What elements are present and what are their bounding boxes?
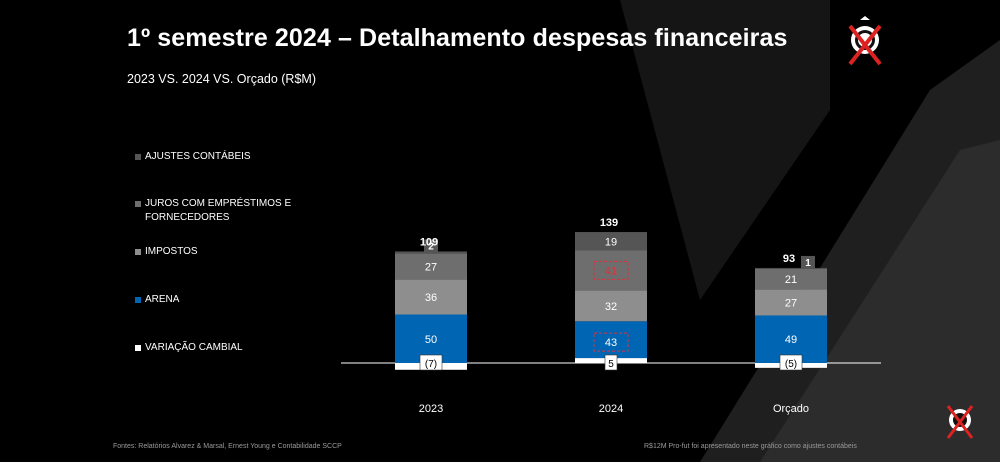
data-label-juros-Orçado: 21 [785, 274, 797, 286]
legend-label-juros: JUROS COM EMPRÉSTIMOS E FORNECEDORES [145, 198, 292, 223]
sources-note: Fontes: Relatórios Alvarez & Marsal, Ern… [113, 443, 342, 450]
legend-label-variacao: VARIAÇÃO CAMBIAL [145, 342, 243, 353]
highlight-box-arena-2024 [593, 332, 629, 352]
bar-impostos-2023 [395, 279, 467, 315]
total-label-2023: 109 [420, 236, 438, 248]
bar-ajustes-Orçado [755, 267, 827, 269]
data-label-arena-2024: 43 [605, 337, 617, 349]
club-logo-icon [848, 16, 882, 66]
data-label-ajustes-2024: 19 [605, 236, 617, 248]
variacao-label-box-2024 [604, 354, 618, 371]
legend-swatch-impostos [135, 248, 141, 255]
bar-juros-Orçado [755, 268, 827, 290]
legend-label-ajustes: AJUSTES CONTÁBEIS [145, 151, 251, 162]
category-label-Orçado: Orçado [773, 403, 809, 415]
chart-subtitle: 2023 VS. 2024 VS. Orçado (R$M) [127, 72, 316, 86]
legend-swatch-variacao [135, 344, 141, 351]
legend-swatch-arena [135, 296, 141, 303]
legend-swatch-ajustes [135, 153, 141, 160]
small-label-box-ajustes-2023 [424, 239, 438, 253]
bar-juros-2023 [395, 253, 467, 280]
background-shape-light [760, 140, 1000, 462]
legend-label-arena: ARENA [145, 294, 180, 305]
data-label-impostos-2024: 32 [605, 301, 617, 313]
background-shape-top [620, 0, 830, 300]
total-label-Orçado: 93 [783, 253, 795, 265]
variacao-label-box-2023 [419, 354, 443, 371]
data-label-variacao-Orçado: (5) [785, 359, 797, 370]
small-label-box-ajustes-Orçado [801, 255, 815, 269]
category-label-2024: 2024 [599, 403, 623, 415]
bar-ajustes-2024 [575, 232, 647, 251]
club-logo-small-icon [946, 405, 974, 439]
total-label-2024: 139 [600, 217, 618, 229]
legend-swatch-juros [135, 200, 141, 207]
bar-impostos-2024 [575, 290, 647, 322]
page-title: 1º semestre 2024 – Detalhamento despesas… [127, 24, 788, 52]
data-label-variacao-2024: 5 [608, 359, 614, 370]
bar-impostos-Orçado [755, 289, 827, 316]
data-label-impostos-Orçado: 27 [785, 297, 797, 309]
data-label-ajustes-Orçado: 1 [805, 258, 811, 269]
legend-label-impostos: IMPOSTOS [145, 246, 198, 257]
data-label-ajustes-2023: 2 [428, 241, 434, 252]
data-label-juros-2024: 41 [605, 265, 617, 277]
data-label-arena-Orçado: 49 [785, 334, 797, 346]
variacao-label-box-Orçado [779, 354, 803, 371]
data-label-impostos-2023: 36 [425, 292, 437, 304]
data-label-juros-2023: 27 [425, 261, 437, 273]
data-label-variacao-2023: (7) [425, 359, 437, 370]
category-label-2023: 2023 [419, 403, 443, 415]
footnote: R$12M Pro-fut foi apresentado neste gráf… [644, 443, 857, 450]
highlight-box-juros-2024 [593, 260, 629, 280]
bar-juros-2024 [575, 250, 647, 291]
data-label-arena-2023: 50 [425, 334, 437, 346]
